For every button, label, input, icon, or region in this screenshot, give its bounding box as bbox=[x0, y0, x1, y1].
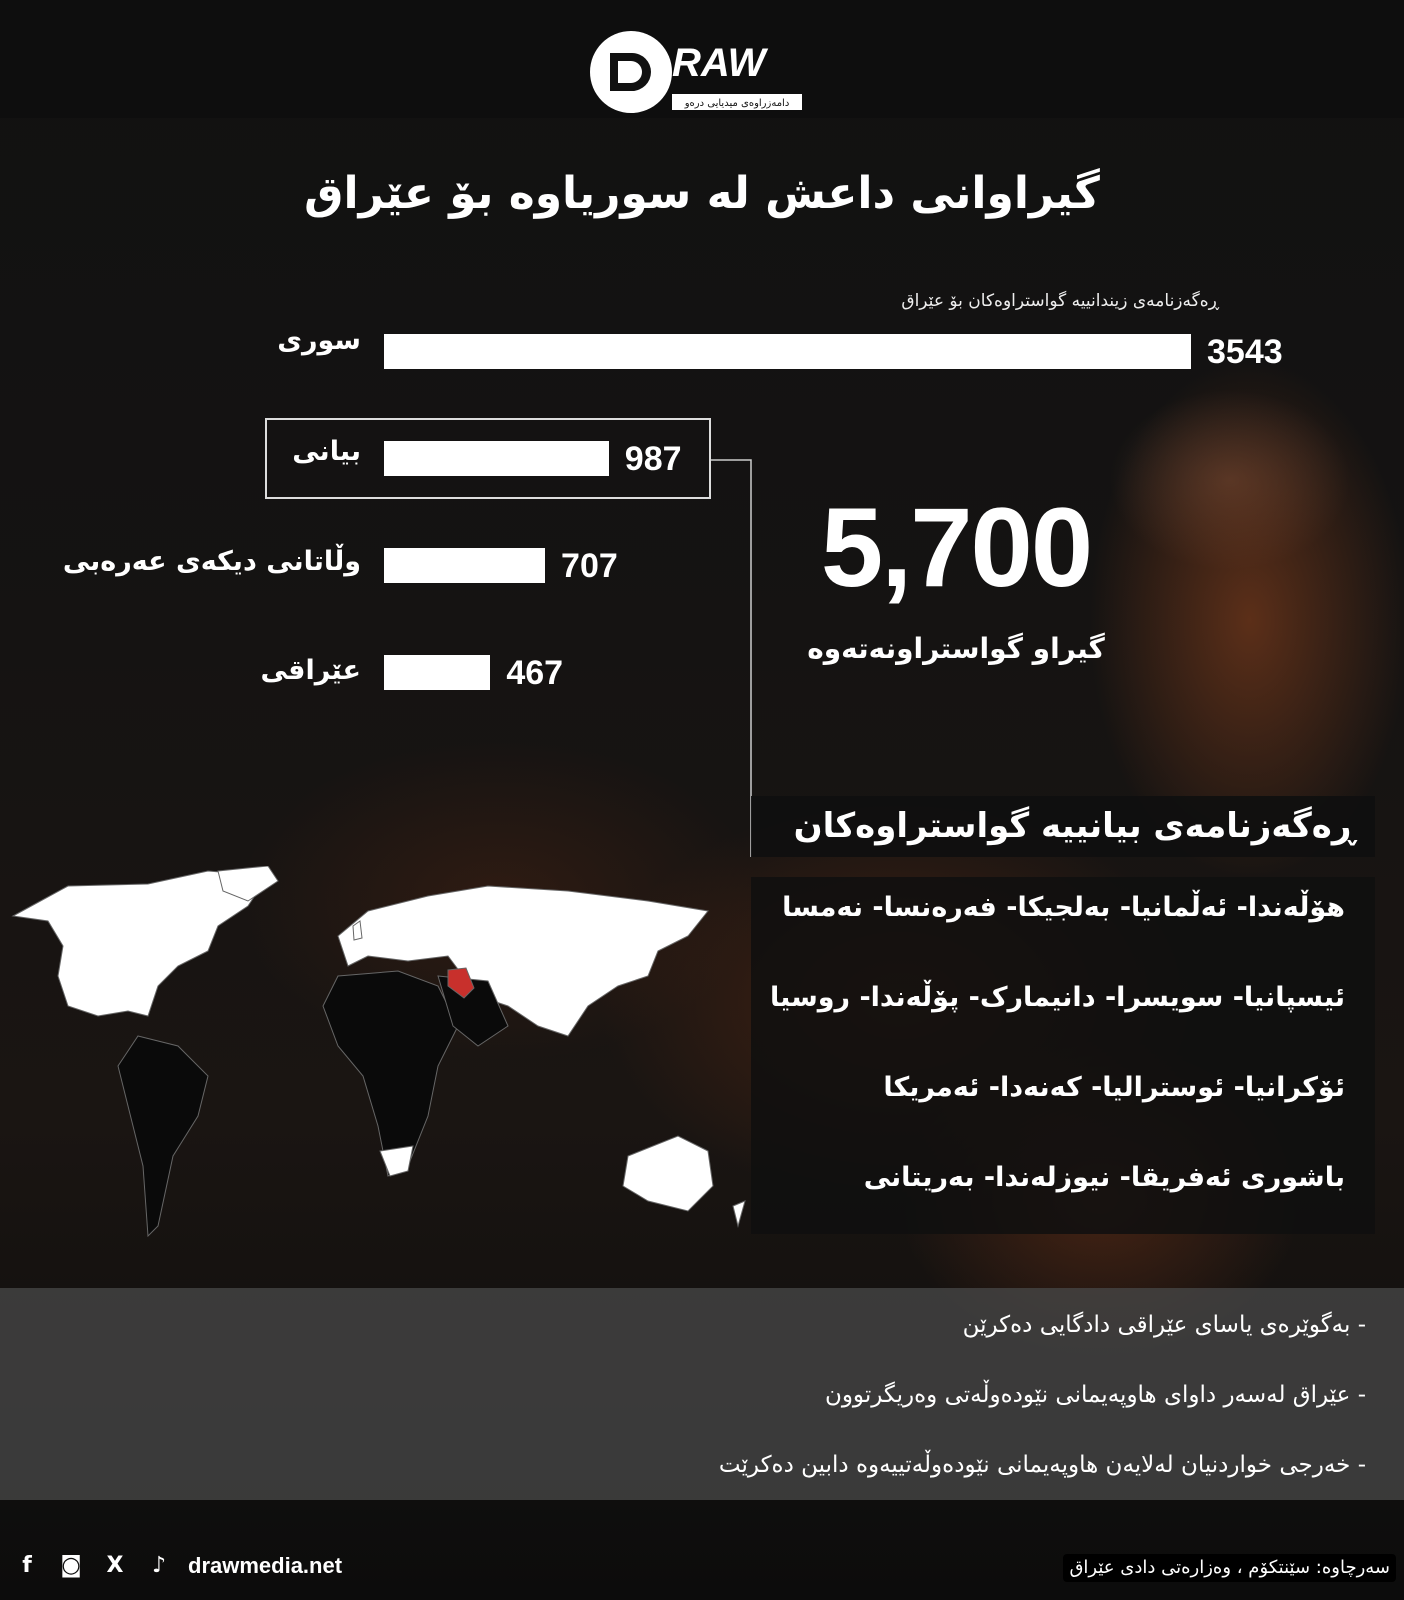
bar-value-label: 467 bbox=[506, 654, 564, 692]
note: - خەرجی خواردنیان لەلایەن هاوپەیمانی نێو… bbox=[718, 1452, 1366, 1478]
bar-2 bbox=[384, 548, 546, 583]
social-links: f ◙ X ♪ drawmedia.net bbox=[12, 1552, 342, 1581]
uk bbox=[352, 920, 363, 941]
greenland bbox=[217, 866, 279, 902]
x-icon[interactable]: X bbox=[106, 1553, 124, 1578]
category-label: وڵاتانی دیکەی عەرەبی bbox=[62, 546, 361, 577]
middle-east bbox=[437, 975, 509, 1047]
bar-value-label: 987 bbox=[624, 440, 682, 478]
category-label: عێراقی bbox=[260, 655, 361, 686]
south-america bbox=[117, 1035, 209, 1238]
bar-1 bbox=[384, 441, 609, 476]
africa bbox=[322, 970, 459, 1177]
south-africa bbox=[379, 1145, 414, 1177]
category-label: سوری bbox=[277, 325, 361, 356]
tiktok-icon[interactable]: ♪ bbox=[151, 1553, 167, 1578]
svg-text:دامەزراوەی میدیایی درەو: دامەزراوەی میدیایی درەو bbox=[684, 98, 790, 109]
list-item: باشوری ئەفریقا- نیوزلەندا- بەریتانی bbox=[863, 1162, 1345, 1193]
bar-value-label: 3543 bbox=[1207, 333, 1283, 371]
bar-3 bbox=[384, 655, 491, 690]
list-item: هۆڵەندا- ئەڵمانیا- بەلجیکا- فەرەنسا- نەم… bbox=[782, 892, 1345, 923]
australia bbox=[622, 1135, 714, 1212]
foreign-heading: ڕەگەزنامەی بیانییە گواستراوەکان bbox=[751, 796, 1375, 857]
draw-logo: RAW دامەزراوەی میدیایی درەو bbox=[590, 31, 802, 113]
total-value: 5,700 bbox=[820, 485, 1093, 610]
note: - عێراق لەسەر داوای هاوپەیمانی نێودەوڵەت… bbox=[824, 1382, 1366, 1408]
note: - بەگوێرەی یاسای عێراقی دادگایی دەکرێن bbox=[962, 1312, 1366, 1338]
connector-line bbox=[711, 459, 752, 857]
page-title: گیراوانی داعش لە سوریاوە بۆ عێراق bbox=[304, 168, 1100, 219]
list-item: ئیسپانیا- سویسرا- دانیمارک- پۆڵەندا- روس… bbox=[770, 982, 1345, 1013]
notes-band: - بەگوێرەی یاسای عێراقی دادگایی دەکرێن -… bbox=[0, 1288, 1404, 1500]
facebook-icon[interactable]: f bbox=[22, 1553, 32, 1578]
total-label: گیراو گواستراونەتەوە bbox=[807, 632, 1105, 665]
bar-value-label: 707 bbox=[561, 547, 618, 585]
svg-text:RAW: RAW bbox=[672, 41, 769, 85]
list-item: ئۆکرانیا- ئوسترالیا- کەنەدا- ئەمریکا bbox=[883, 1072, 1345, 1103]
iraq bbox=[447, 967, 475, 999]
new-zealand bbox=[732, 1200, 746, 1228]
highlight-box bbox=[265, 418, 711, 499]
source-text: سەرچاوە: سێنتکۆم ، وەزارەتی دادی عێراق bbox=[1063, 1554, 1396, 1582]
category-label: بیانی bbox=[292, 436, 361, 467]
world-map bbox=[11, 866, 746, 1238]
eurasia bbox=[337, 885, 709, 1037]
chart-title: ڕەگەزنامەی زیندانییە گواستراوەکان بۆ عێر… bbox=[901, 291, 1219, 311]
north-america bbox=[11, 870, 269, 1017]
foreign-list: هۆڵەندا- ئەڵمانیا- بەلجیکا- فەرەنسا- نەم… bbox=[751, 877, 1375, 1234]
website-link[interactable]: drawmedia.net bbox=[188, 1553, 343, 1578]
instagram-icon[interactable]: ◙ bbox=[60, 1553, 82, 1578]
bar-0 bbox=[384, 334, 1191, 369]
